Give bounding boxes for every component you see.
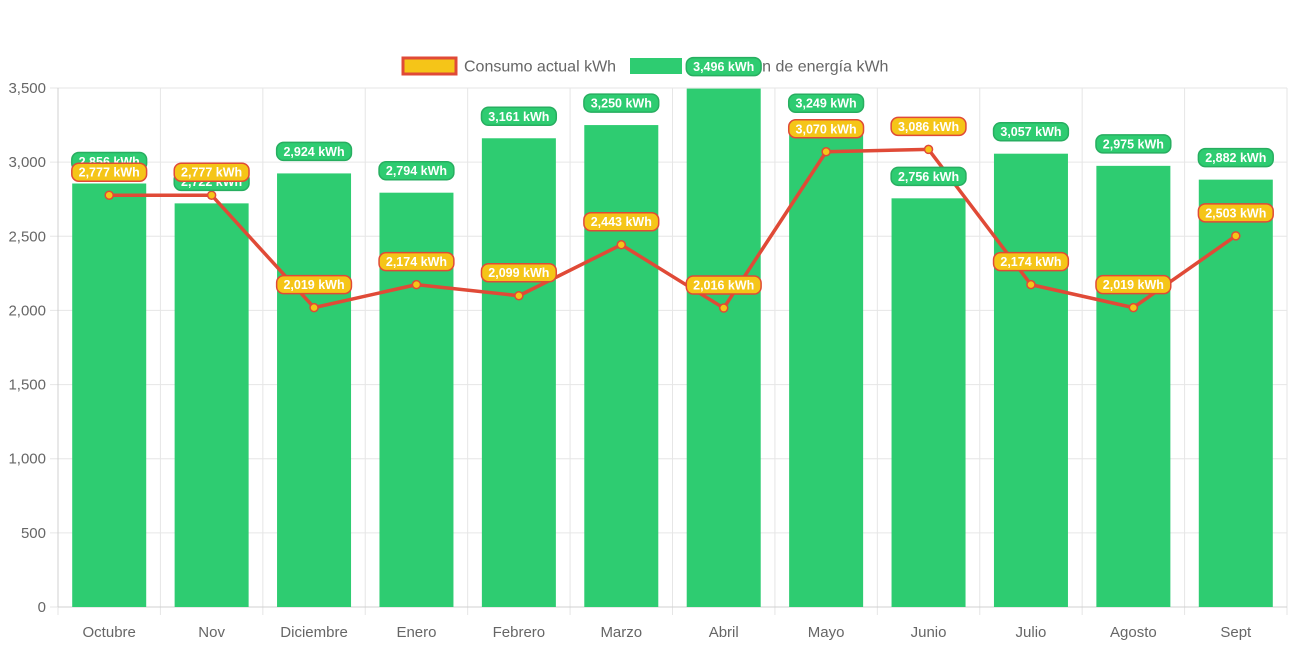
bar-produccion [789, 125, 864, 607]
bar-produccion [481, 138, 556, 607]
x-tick-label: Octubre [83, 624, 136, 641]
bar-data-label: 3,249 kWh [796, 97, 857, 111]
line-data-label: 2,016 kWh [693, 279, 754, 293]
legend-label-consumo: Consumo actual kWh [464, 59, 616, 76]
y-tick-label: 2,000 [8, 302, 46, 319]
line-point-consumo [718, 303, 729, 313]
line-point-consumo [514, 290, 524, 301]
line-point-consumo [206, 190, 217, 200]
line-data-label-bg [378, 251, 455, 272]
bar-data-label-bg [1095, 134, 1172, 154]
line-data-label-bg [173, 162, 250, 182]
y-tick-label: 1,000 [8, 451, 46, 468]
line-point-consumo [1026, 279, 1036, 290]
bar-data-label: 3,161 kWh [488, 110, 549, 124]
line-data-label-bg [685, 275, 762, 295]
line-point-consumo [923, 144, 934, 155]
y-tick-label: 1,500 [8, 377, 46, 394]
line-point-consumo [616, 239, 627, 250]
bar-data-label: 3,250 kWh [591, 97, 652, 111]
bar-data-label-bg [583, 93, 660, 113]
line-point-consumo [1231, 231, 1241, 241]
x-tick-label: Julio [1016, 624, 1047, 641]
y-tick-label: 500 [21, 525, 46, 542]
line-data-label-bg [1095, 274, 1172, 295]
x-tick-label: Junio [911, 624, 947, 641]
line-data-label: 2,019 kWh [1103, 278, 1164, 292]
bar-produccion [174, 203, 249, 608]
line-data-label: 2,503 kWh [1205, 206, 1266, 220]
line-data-label-bg [71, 162, 148, 182]
line-data-label-bg [480, 262, 558, 283]
bar-produccion [891, 198, 966, 607]
line-point-consumo [411, 279, 422, 290]
axis-layer: 0 500 1,000 1,500 2,000 2,500 3,000 3,500 Octubr… [8, 80, 1287, 641]
x-tick-label: Diciembre [280, 624, 348, 641]
line-data-label-bg [787, 119, 865, 139]
y-tick-label: 3,000 [8, 154, 46, 171]
line-label-layer: 2,777 kWh 2,777 kWh 2,019 kWh 2,174 kWh 2,09… [71, 116, 1274, 295]
bar-layer [72, 88, 1273, 608]
bar-produccion [584, 125, 659, 608]
line-data-label-bg [1197, 203, 1274, 223]
x-tick-label: Sept [1220, 624, 1252, 641]
legend-swatch-produccion [630, 58, 682, 74]
bar-data-label: 3,057 kWh [1000, 125, 1061, 139]
bar-data-label-bg [275, 141, 353, 162]
bar-data-label: 3,496 kWh [693, 60, 754, 74]
x-tick-label: Marzo [600, 624, 642, 641]
line-data-label: 2,777 kWh [79, 166, 140, 180]
bar-data-label: 2,756 kWh [898, 170, 959, 184]
bar-data-label-bg [480, 106, 558, 127]
bar-produccion [72, 183, 147, 607]
bar-data-label: 2,882 kWh [1205, 151, 1266, 165]
line-data-label: 3,086 kWh [898, 120, 959, 134]
line-data-label-bg [992, 251, 1070, 272]
bar-data-label: 2,975 kWh [1103, 137, 1164, 151]
bar-data-label-bg [787, 93, 865, 113]
legend-swatch-consumo [401, 56, 458, 76]
y-tick-label: 3,500 [8, 80, 46, 97]
x-tick-label: Nov [198, 624, 225, 641]
bar-data-label-bg [378, 160, 455, 181]
x-tick-label: Mayo [808, 624, 845, 641]
x-tick-label: Febrero [493, 624, 546, 641]
bar-data-label-bg [1197, 147, 1274, 168]
line-data-label-bg [890, 116, 967, 137]
bar-produccion [1198, 179, 1273, 607]
x-tick-label: Agosto [1110, 624, 1157, 641]
bar-produccion [993, 153, 1068, 608]
bar-data-label-bg [685, 56, 762, 77]
line-data-label: 2,174 kWh [1000, 255, 1061, 269]
line-data-label: 2,777 kWh [181, 166, 242, 180]
line-data-label: 2,099 kWh [488, 266, 549, 280]
line-data-label: 2,443 kWh [591, 215, 652, 229]
bar-data-label-bg [890, 166, 967, 187]
bar-produccion [277, 173, 352, 607]
x-tick-label: Abril [709, 624, 739, 641]
line-data-label-bg [583, 211, 660, 232]
line-data-label: 3,070 kWh [796, 122, 857, 136]
bar-data-label: 2,794 kWh [386, 164, 447, 178]
bar-data-label: 2,924 kWh [283, 145, 344, 159]
line-point-consumo [104, 190, 114, 200]
y-tick-label: 2,500 [8, 228, 46, 245]
x-tick-label: Enero [396, 624, 436, 641]
bar-data-label-bg [992, 121, 1070, 142]
bar-produccion [686, 88, 761, 607]
line-data-label: 2,174 kWh [386, 255, 447, 269]
bar-produccion [1096, 165, 1171, 607]
line-point-consumo [309, 302, 319, 313]
line-data-label-bg [275, 274, 353, 295]
y-tick-label: 0 [38, 599, 46, 616]
line-point-consumo [1128, 302, 1139, 313]
legend: Consumo actual kWh Producción de energía … [401, 56, 888, 76]
line-data-label: 2,019 kWh [283, 278, 344, 292]
line-point-consumo [821, 147, 831, 157]
grid-layer [50, 87, 1288, 615]
